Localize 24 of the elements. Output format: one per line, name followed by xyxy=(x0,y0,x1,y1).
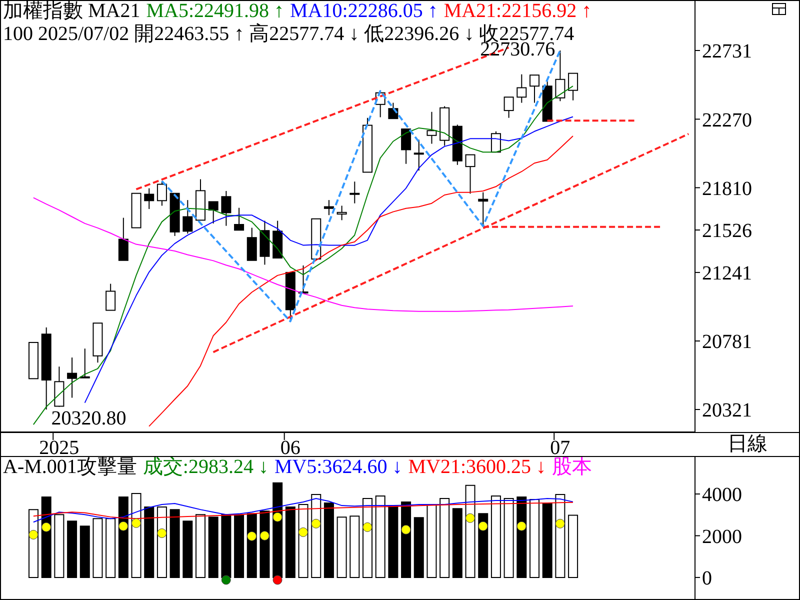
y-tick-label: 21810 xyxy=(702,178,752,200)
x-tick-label: 2025 xyxy=(39,437,80,459)
y-tick-label: 21526 xyxy=(702,220,752,242)
y-tick-label: 0 xyxy=(702,568,712,590)
x-tick-label: 06 xyxy=(280,437,300,459)
y-tick-label: 4000 xyxy=(702,484,742,506)
series-label: MV21:3600.25 ↓ xyxy=(408,456,546,478)
chart-title: A-M.001攻擊量 xyxy=(3,456,137,478)
y-tick-label: 22270 xyxy=(702,109,752,132)
text: MA10:22286.05 ↑ xyxy=(290,0,438,22)
text: MA5:22491.98 ↑ xyxy=(146,0,284,22)
y-tick-label: 21241 xyxy=(702,262,752,285)
annotation: 股本 xyxy=(552,456,592,478)
annotation: 20320.80 xyxy=(51,408,126,430)
series-label: MV5:3624.60 ↓ xyxy=(274,456,402,478)
series-label: 成交:2983.24 ↓ xyxy=(142,456,268,478)
chart-title: 加權指數 xyxy=(3,0,83,22)
text: MA21:22156.92 ↑ xyxy=(444,0,592,22)
text: 日線 xyxy=(726,432,768,456)
y-tick-label: 22731 xyxy=(702,40,752,63)
y-tick-label: 20321 xyxy=(702,400,752,422)
y-tick-label: 2000 xyxy=(702,526,742,548)
annotation: MA21 xyxy=(87,0,140,22)
y-tick-label: 20781 xyxy=(702,331,752,354)
